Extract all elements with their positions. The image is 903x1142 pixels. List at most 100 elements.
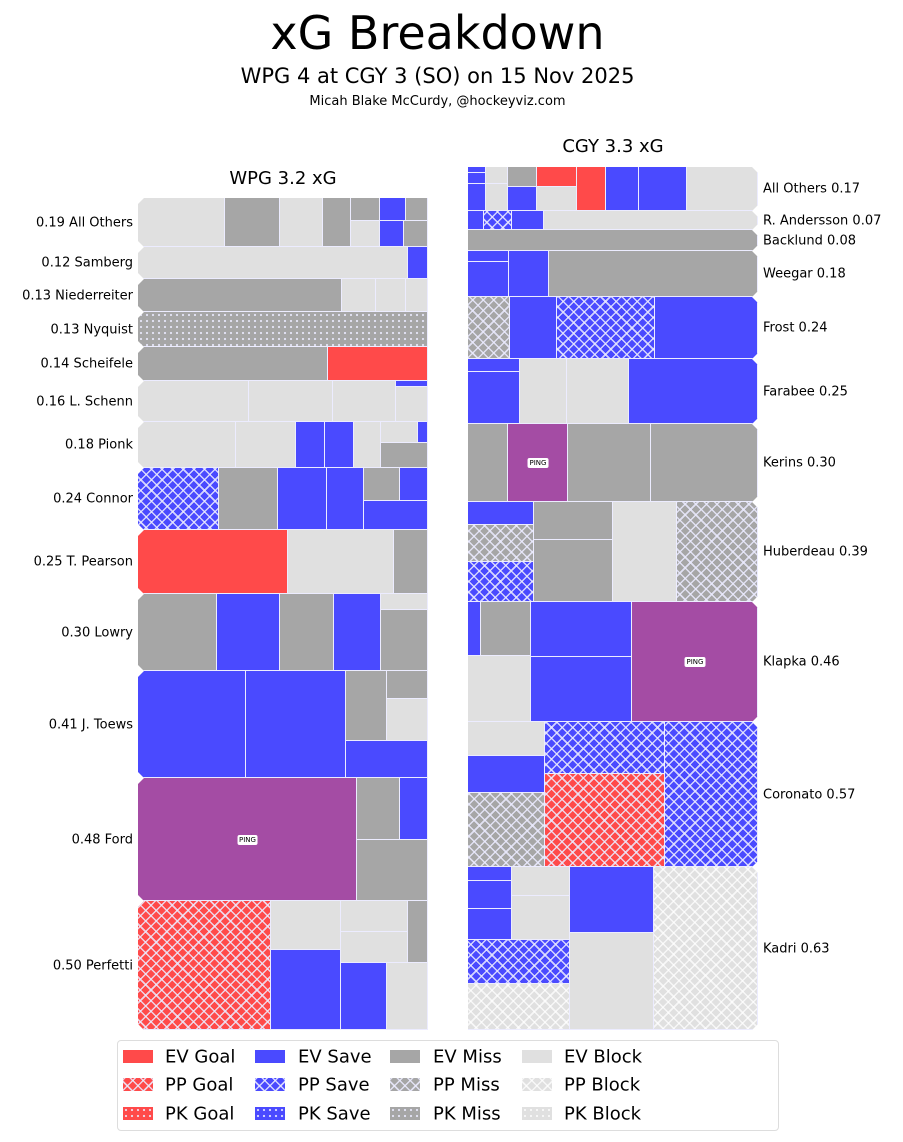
ev-save-cell	[468, 251, 509, 262]
player-label: 0.41 J. Toews	[48, 717, 133, 732]
legend-swatch-pm	[390, 1078, 420, 1091]
ev-save-cell	[655, 297, 758, 359]
ev-block-cell	[333, 381, 396, 422]
player-row-cgy	[468, 297, 758, 359]
player-row-wpg	[138, 279, 428, 312]
ev-save-cell	[271, 950, 341, 1030]
legend-swatch-em	[390, 1050, 420, 1063]
ev-save-cell	[278, 468, 327, 530]
player-label: 0.24 Connor	[53, 491, 133, 507]
player-row-cgy: PING	[468, 602, 758, 722]
player-label: 0.30 Lowry	[61, 625, 133, 640]
ev-save-cell	[418, 422, 428, 443]
chart-author: Micah Blake McCurdy, @hockeyviz.com	[309, 94, 566, 109]
ev-goal-cell	[577, 167, 606, 211]
legend-swatch-ps	[255, 1078, 285, 1091]
legend-swatch-kb	[522, 1107, 552, 1120]
player-label: 0.13 Nyquist	[50, 322, 133, 337]
ev-save-cell	[468, 167, 486, 173]
ev-miss-cell	[468, 424, 508, 502]
ev-block-cell	[687, 167, 758, 211]
ping-label: PING	[529, 459, 547, 467]
player-row-cgy	[468, 230, 758, 251]
pp-miss-cell	[468, 525, 534, 562]
pp-miss-cell	[468, 793, 545, 867]
ping-label: PING	[686, 658, 704, 666]
ev-miss-cell	[351, 198, 380, 221]
ev-block-cell	[138, 422, 236, 468]
legend-swatch-pb	[522, 1078, 552, 1091]
legend-label: PK Block	[564, 1103, 642, 1125]
ev-miss-cell	[138, 347, 328, 381]
ev-save-cell	[364, 501, 428, 530]
ev-save-cell	[508, 187, 537, 211]
ev-save-cell	[246, 671, 346, 778]
player-label: Farabee 0.25	[763, 384, 848, 399]
ev-miss-cell	[549, 251, 758, 297]
ev-block-cell	[486, 184, 508, 211]
legend-swatch-kg	[123, 1107, 153, 1120]
ev-block-cell	[342, 279, 376, 312]
pp-block-cell	[468, 984, 570, 1030]
player-row-wpg	[138, 347, 428, 381]
ev-block-cell	[354, 422, 381, 468]
legend-swatch-eg	[123, 1050, 153, 1063]
ev-block-cell	[486, 167, 508, 184]
legend-label: PK Save	[298, 1103, 371, 1125]
ev-save-cell	[468, 173, 486, 184]
ev-block-cell	[520, 359, 567, 424]
chart-title: xG Breakdown	[270, 6, 605, 60]
player-label: Klapka 0.46	[763, 654, 840, 670]
player-row-wpg	[138, 312, 428, 347]
pk-miss-cell	[138, 312, 428, 347]
pp-save-cell	[468, 562, 534, 602]
ev-miss-cell	[381, 610, 428, 671]
ev-block-cell	[406, 279, 428, 312]
player-row-wpg	[138, 381, 428, 422]
legend-swatch-km	[390, 1107, 420, 1120]
pp-miss-cell	[677, 502, 758, 602]
ev-miss-cell	[381, 443, 428, 468]
player-row-cgy	[468, 211, 758, 230]
ev-goal-cell	[328, 347, 428, 381]
ev-save-cell	[296, 422, 325, 468]
pp-miss-cell	[468, 297, 510, 359]
player-label: 0.48 Ford	[71, 832, 133, 847]
player-label: Kerins 0.30	[763, 455, 836, 471]
ev-save-cell	[334, 594, 381, 671]
wpg-panel-title: WPG 3.2 xG	[229, 168, 337, 189]
ev-block-cell	[236, 422, 296, 468]
ev-block-cell	[381, 594, 428, 610]
ev-save-cell	[606, 167, 639, 211]
ev-save-cell	[380, 221, 404, 247]
ev-block-cell	[138, 198, 225, 247]
ev-miss-cell	[404, 221, 428, 247]
ev-miss-cell	[346, 671, 387, 741]
cgy-panel-title: CGY 3.3 xG	[562, 136, 664, 157]
player-row-cgy	[468, 867, 758, 1030]
ev-block-cell	[570, 933, 654, 1030]
ev-save-cell	[509, 251, 549, 297]
ev-save-cell	[531, 602, 632, 657]
ev-save-cell	[468, 602, 481, 656]
ev-save-cell	[327, 468, 364, 530]
ev-miss-cell	[225, 198, 280, 247]
ev-save-cell	[570, 867, 654, 933]
player-label: 0.12 Samberg	[41, 255, 133, 271]
ev-miss-cell	[468, 230, 758, 251]
legend-swatch-es	[255, 1050, 285, 1063]
player-label: 0.16 L. Schenn	[36, 394, 133, 409]
player-row-wpg	[138, 530, 428, 594]
ev-miss-cell	[323, 198, 351, 247]
ev-miss-cell	[408, 901, 428, 963]
player-row-wpg	[138, 198, 428, 247]
ev-block-cell	[271, 901, 341, 950]
ev-save-cell	[380, 198, 406, 221]
pp-goal-cell	[545, 774, 665, 867]
ev-save-cell	[468, 881, 512, 909]
ev-save-cell	[325, 422, 354, 468]
player-row-cgy	[468, 722, 758, 867]
legend-swatch-pg	[123, 1078, 153, 1091]
ev-miss-cell	[394, 530, 428, 594]
legend: EV Goal EV Save EV Miss EV Block PP Goal PP S…	[117, 1040, 779, 1131]
